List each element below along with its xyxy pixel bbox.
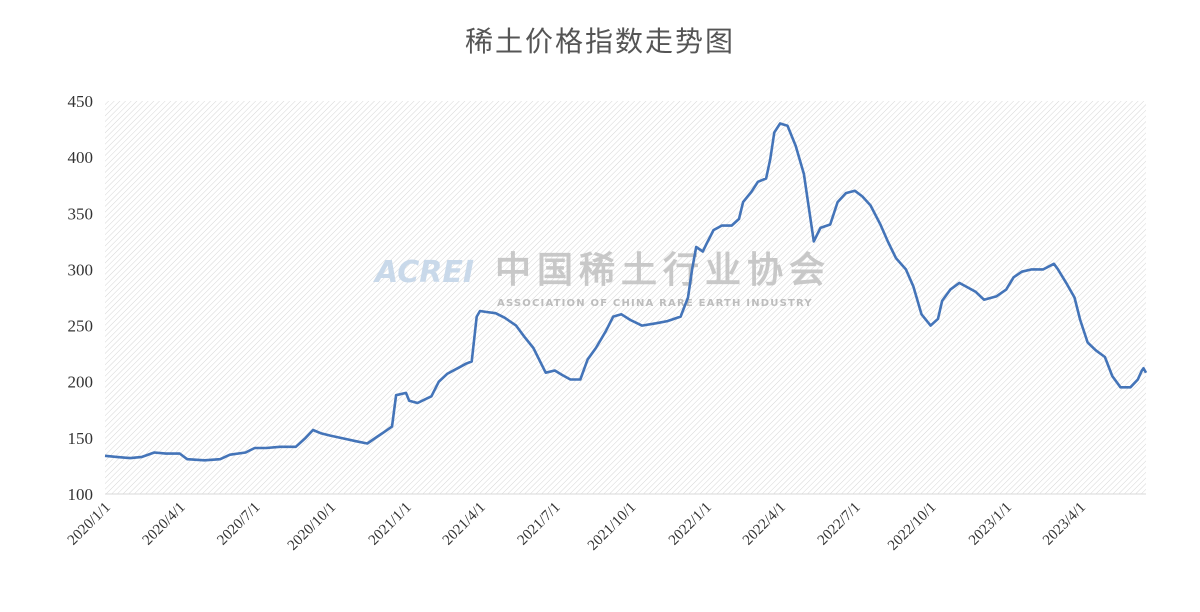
y-tick-label: 400 [68,148,94,167]
series-line [104,122,1148,462]
x-tick-label: 2020/7/1 [214,500,263,549]
watermark-logo: ACREI [373,255,474,290]
x-tick-label: 2021/10/1 [585,500,639,554]
y-axis: 100 150 200 250 300 350 400 450 [68,92,94,504]
x-tick-label: 2023/4/1 [1040,500,1089,549]
y-tick-label: 200 [68,373,94,392]
x-tick-label: 2023/1/1 [966,500,1015,549]
y-tick-label: 450 [68,92,94,111]
watermark: ACREI 中国稀土行业协会 ASSOCIATION OF CHINA RARE… [373,249,831,309]
x-tick-label: 2021/4/1 [440,500,489,549]
x-tick-label: 2022/1/1 [666,500,715,549]
y-tick-label: 150 [68,429,94,448]
y-tick-label: 100 [68,485,94,504]
x-axis: 2020/1/1 2020/4/1 2020/7/1 2020/10/1 2021/1/… [65,493,1146,554]
x-tick-label: 2022/4/1 [740,500,789,549]
watermark-name-cn: 中国稀土行业协会 [495,249,831,291]
plot-area [105,101,1146,494]
y-tick-label: 300 [68,260,94,279]
x-tick-label: 2022/7/1 [815,500,864,549]
y-tick-label: 350 [68,204,94,223]
watermark-name-en: ASSOCIATION OF CHINA RARE EARTH INDUSTRY [497,298,813,309]
x-tick-label: 2021/1/1 [366,500,415,549]
x-tick-label: 2022/10/1 [885,500,939,554]
y-tick-label: 250 [68,317,94,336]
x-tick-label: 2020/4/1 [140,500,189,549]
series-group [104,122,1148,462]
x-tick-label: 2020/1/1 [65,500,114,549]
chart-title: 稀土价格指数走势图 [464,25,735,58]
x-tick-label: 2020/10/1 [285,500,339,554]
x-tick-label: 2021/7/1 [515,500,564,549]
